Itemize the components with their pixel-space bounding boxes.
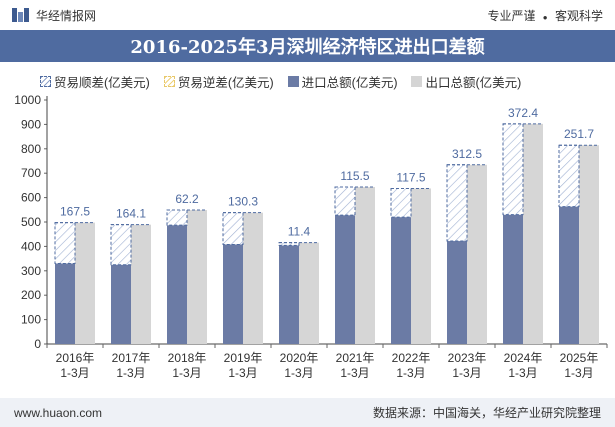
surplus-bar <box>558 144 580 208</box>
y-tick-label: 1000 <box>14 93 41 107</box>
x-tick-label: 2021年 <box>336 351 375 365</box>
legend-import: 进口总额(亿美元) <box>287 72 398 91</box>
x-tick-label: 2018年 <box>168 351 207 365</box>
x-tick-label: 2017年 <box>112 351 151 365</box>
export-bar <box>187 209 207 344</box>
data-label: 11.4 <box>288 225 311 239</box>
legend-surplus-label: 贸易顺差(亿美元) <box>54 76 150 90</box>
x-tick-label: 2025年 <box>560 351 599 365</box>
data-label: 312.5 <box>452 147 482 161</box>
x-tick-label: 1-3月 <box>396 366 425 380</box>
legend-export-label: 出口总额(亿美元) <box>425 76 522 90</box>
data-label: 164.1 <box>116 207 146 221</box>
x-tick-label: 1-3月 <box>452 366 481 380</box>
x-tick-label: 1-3月 <box>284 366 313 380</box>
data-label: 115.5 <box>340 169 369 183</box>
import-bar <box>223 244 243 344</box>
data-label: 167.5 <box>60 205 90 219</box>
y-tick-label: 200 <box>21 288 41 302</box>
bar-chart: 010020030040050060070080090010002016年1-3… <box>14 93 608 380</box>
x-tick-label: 1-3月 <box>228 366 257 380</box>
y-tick-label: 700 <box>21 166 41 180</box>
data-label: 62.2 <box>175 192 199 206</box>
footer-source: 数据来源：中国海关，华经产业研究院整理 <box>372 406 601 420</box>
export-bar <box>579 145 599 344</box>
legend-export: 出口总额(亿美元) <box>411 72 521 91</box>
x-tick-label: 2022年 <box>392 351 431 365</box>
export-bar <box>243 212 263 344</box>
surplus-bar <box>110 224 132 266</box>
y-tick-label: 300 <box>21 264 41 278</box>
tagline-left: 专业严谨 <box>487 8 536 23</box>
tagline: 专业严谨 ● 客观科学 <box>487 7 603 24</box>
legend-deficit-label: 贸易逆差(亿美元) <box>177 76 274 90</box>
export-bar <box>467 164 487 344</box>
legend-import-label: 进口总额(亿美元) <box>301 76 398 90</box>
surplus-bar <box>390 187 412 218</box>
import-bar <box>167 225 187 344</box>
export-bar <box>355 186 375 344</box>
legend-surplus: 贸易顺差(亿美元) <box>40 72 150 91</box>
logo-icon <box>12 8 29 22</box>
y-tick-label: 800 <box>21 142 41 156</box>
import-bar <box>391 217 411 344</box>
x-tick-label: 1-3月 <box>564 366 593 380</box>
export-bar <box>299 242 319 344</box>
y-tick-label: 900 <box>21 117 41 131</box>
x-tick-label: 1-3月 <box>116 366 145 380</box>
legend-export-swatch <box>411 76 423 87</box>
export-bar <box>523 123 543 345</box>
footer-website: www.huaon.com <box>14 405 103 420</box>
x-tick-label: 1-3月 <box>340 366 369 380</box>
data-label: 130.3 <box>228 195 258 209</box>
brand-name: 华经情报网 <box>36 8 97 23</box>
surplus-bar <box>334 186 356 216</box>
tagline-right: 客观科学 <box>554 8 603 23</box>
import-bar <box>55 263 75 344</box>
x-tick-label: 2024年 <box>504 351 543 365</box>
x-tick-label: 2016年 <box>56 351 95 365</box>
surplus-bar <box>502 123 524 216</box>
legend-surplus-swatch <box>40 76 51 87</box>
footer: www.huaon.com 数据来源：中国海关，华经产业研究院整理 <box>0 398 615 427</box>
x-tick-label: 2023年 <box>448 351 487 365</box>
import-bar <box>503 214 523 344</box>
legend-deficit: 贸易逆差(亿美元) <box>163 72 274 91</box>
legend-deficit-swatch <box>163 76 175 87</box>
data-label: 117.5 <box>396 170 425 184</box>
import-bar <box>279 245 299 344</box>
surplus-bar <box>166 209 188 226</box>
import-bar <box>335 215 355 344</box>
y-tick-label: 400 <box>21 239 41 253</box>
x-tick-label: 1-3月 <box>508 366 537 380</box>
surplus-bar <box>446 164 468 242</box>
import-bar <box>111 264 131 344</box>
y-tick-label: 500 <box>21 215 41 229</box>
y-tick-label: 600 <box>21 191 41 205</box>
top-bar: 华经情报网 专业严谨 ● 客观科学 <box>0 0 615 30</box>
x-tick-label: 2020年 <box>280 351 319 365</box>
data-label: 372.4 <box>508 106 538 120</box>
export-bar <box>411 188 431 344</box>
y-tick-label: 0 <box>34 337 41 351</box>
chart-title: 2016-2025年3月深圳经济特区进出口差额 <box>0 30 615 62</box>
legend: 贸易顺差(亿美元) 贸易逆差(亿美元) 进口总额(亿美元) 出口总额(亿美元) <box>40 72 521 91</box>
export-bar <box>131 224 151 344</box>
import-bar <box>447 241 467 344</box>
x-tick-label: 2019年 <box>224 351 263 365</box>
legend-import-swatch <box>287 76 299 87</box>
x-tick-label: 1-3月 <box>172 366 201 380</box>
brand: 华经情报网 <box>12 7 96 24</box>
import-bar <box>559 206 579 344</box>
data-label: 251.7 <box>564 127 594 141</box>
x-tick-label: 1-3月 <box>60 366 89 380</box>
y-tick-label: 100 <box>21 313 41 327</box>
surplus-bar <box>54 222 76 264</box>
export-bar <box>75 222 95 344</box>
tagline-separator: ● <box>542 12 548 22</box>
surplus-bar <box>222 212 244 245</box>
